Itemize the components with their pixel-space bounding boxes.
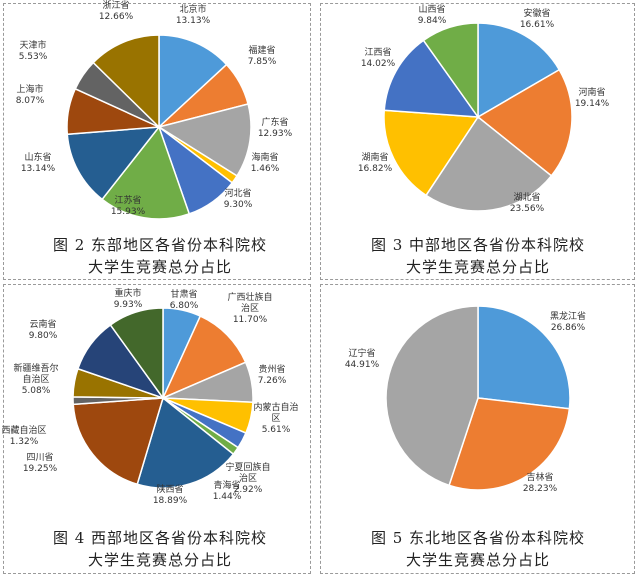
pie-slice	[161, 315, 247, 400]
pie-slice	[422, 22, 479, 120]
slice-label: 辽宁省 44.91%	[345, 347, 380, 370]
pie-slice	[383, 39, 480, 118]
slice-label: 安徽省 16.61%	[520, 7, 555, 30]
caption-northeast-line2: 大学生竞赛总分占比	[405, 551, 550, 569]
pie-slice	[476, 68, 573, 177]
caption-east-line1: 图 2 东部地区各省份本科院校	[52, 236, 268, 254]
slice-label: 广西壮族自治区 11.70%	[227, 291, 272, 325]
panel-west	[3, 284, 311, 574]
slice-label: 西藏自治区 1.32%	[1, 424, 46, 447]
caption-northeast-line1: 图 5 东北地区各省份本科院校	[370, 529, 586, 547]
slice-label: 云南省 9.80%	[29, 318, 58, 341]
slice-label: 贵州省 7.26%	[258, 363, 287, 386]
pie-slice	[477, 305, 571, 410]
pie-slice	[92, 34, 160, 129]
panel-central	[320, 3, 635, 280]
pie-slice	[385, 305, 479, 487]
pie-slice	[66, 126, 161, 201]
pie-slice	[101, 125, 191, 220]
slice-label: 山西省 9.84%	[418, 3, 447, 26]
slice-label: 新疆维吾尔自治区 5.08%	[13, 362, 58, 396]
pie-slice	[425, 115, 553, 212]
slice-label: 吉林省 28.23%	[523, 471, 558, 494]
pie-slice	[383, 109, 480, 197]
panel-east	[3, 3, 311, 280]
slice-label: 海南省 1.46%	[251, 151, 280, 174]
slice-label: 山东省 13.14%	[21, 151, 56, 174]
slice-label: 甘肃省 6.80%	[170, 288, 199, 311]
slice-label: 福建省 7.85%	[248, 44, 277, 67]
slice-label: 江苏省 15.93%	[111, 194, 146, 217]
pie-slice	[448, 397, 571, 491]
pie-slice	[109, 307, 164, 401]
caption-central-line1: 图 3 中部地区各省份本科院校	[370, 236, 586, 254]
caption-east-line2: 大学生竞赛总分占比	[87, 258, 232, 276]
slice-label: 宁夏回族自治区 2.92%	[225, 461, 270, 495]
caption-west-line2: 大学生竞赛总分占比	[87, 551, 232, 569]
panel-northeast	[320, 284, 635, 574]
pie-slice	[477, 22, 561, 119]
caption-west-line1: 图 4 西部地区各省份本科院校	[52, 529, 268, 547]
slice-label: 青海省 1.44%	[213, 479, 242, 502]
pie-slice	[158, 34, 228, 129]
slice-label: 陕西省 18.89%	[153, 483, 188, 506]
slice-label: 四川省 19.25%	[23, 451, 58, 474]
pie-slice	[136, 396, 235, 489]
slice-label: 重庆市 9.93%	[114, 287, 143, 310]
slice-label: 广东省 12.93%	[258, 116, 293, 139]
slice-label: 江西省 14.02%	[361, 46, 396, 69]
slice-label: 天津市 5.53%	[19, 39, 48, 62]
slice-label: 湖北省 23.56%	[510, 191, 545, 214]
slice-label: 上海市 8.07%	[16, 83, 45, 106]
slice-label: 河南省 19.14%	[575, 86, 610, 109]
slice-label: 浙江省 12.66%	[99, 0, 134, 22]
pie-slice	[157, 103, 252, 177]
caption-central-line2: 大学生竞赛总分占比	[405, 258, 550, 276]
pie-slice	[72, 397, 165, 486]
slice-label: 黑龙江省 26.86%	[550, 310, 586, 333]
slice-label: 内蒙古自治区 5.61%	[253, 401, 298, 435]
slice-label: 河北省 9.30%	[224, 187, 253, 210]
slice-label: 北京市 13.13%	[176, 3, 211, 26]
slice-label: 湖南省 16.82%	[358, 151, 393, 174]
